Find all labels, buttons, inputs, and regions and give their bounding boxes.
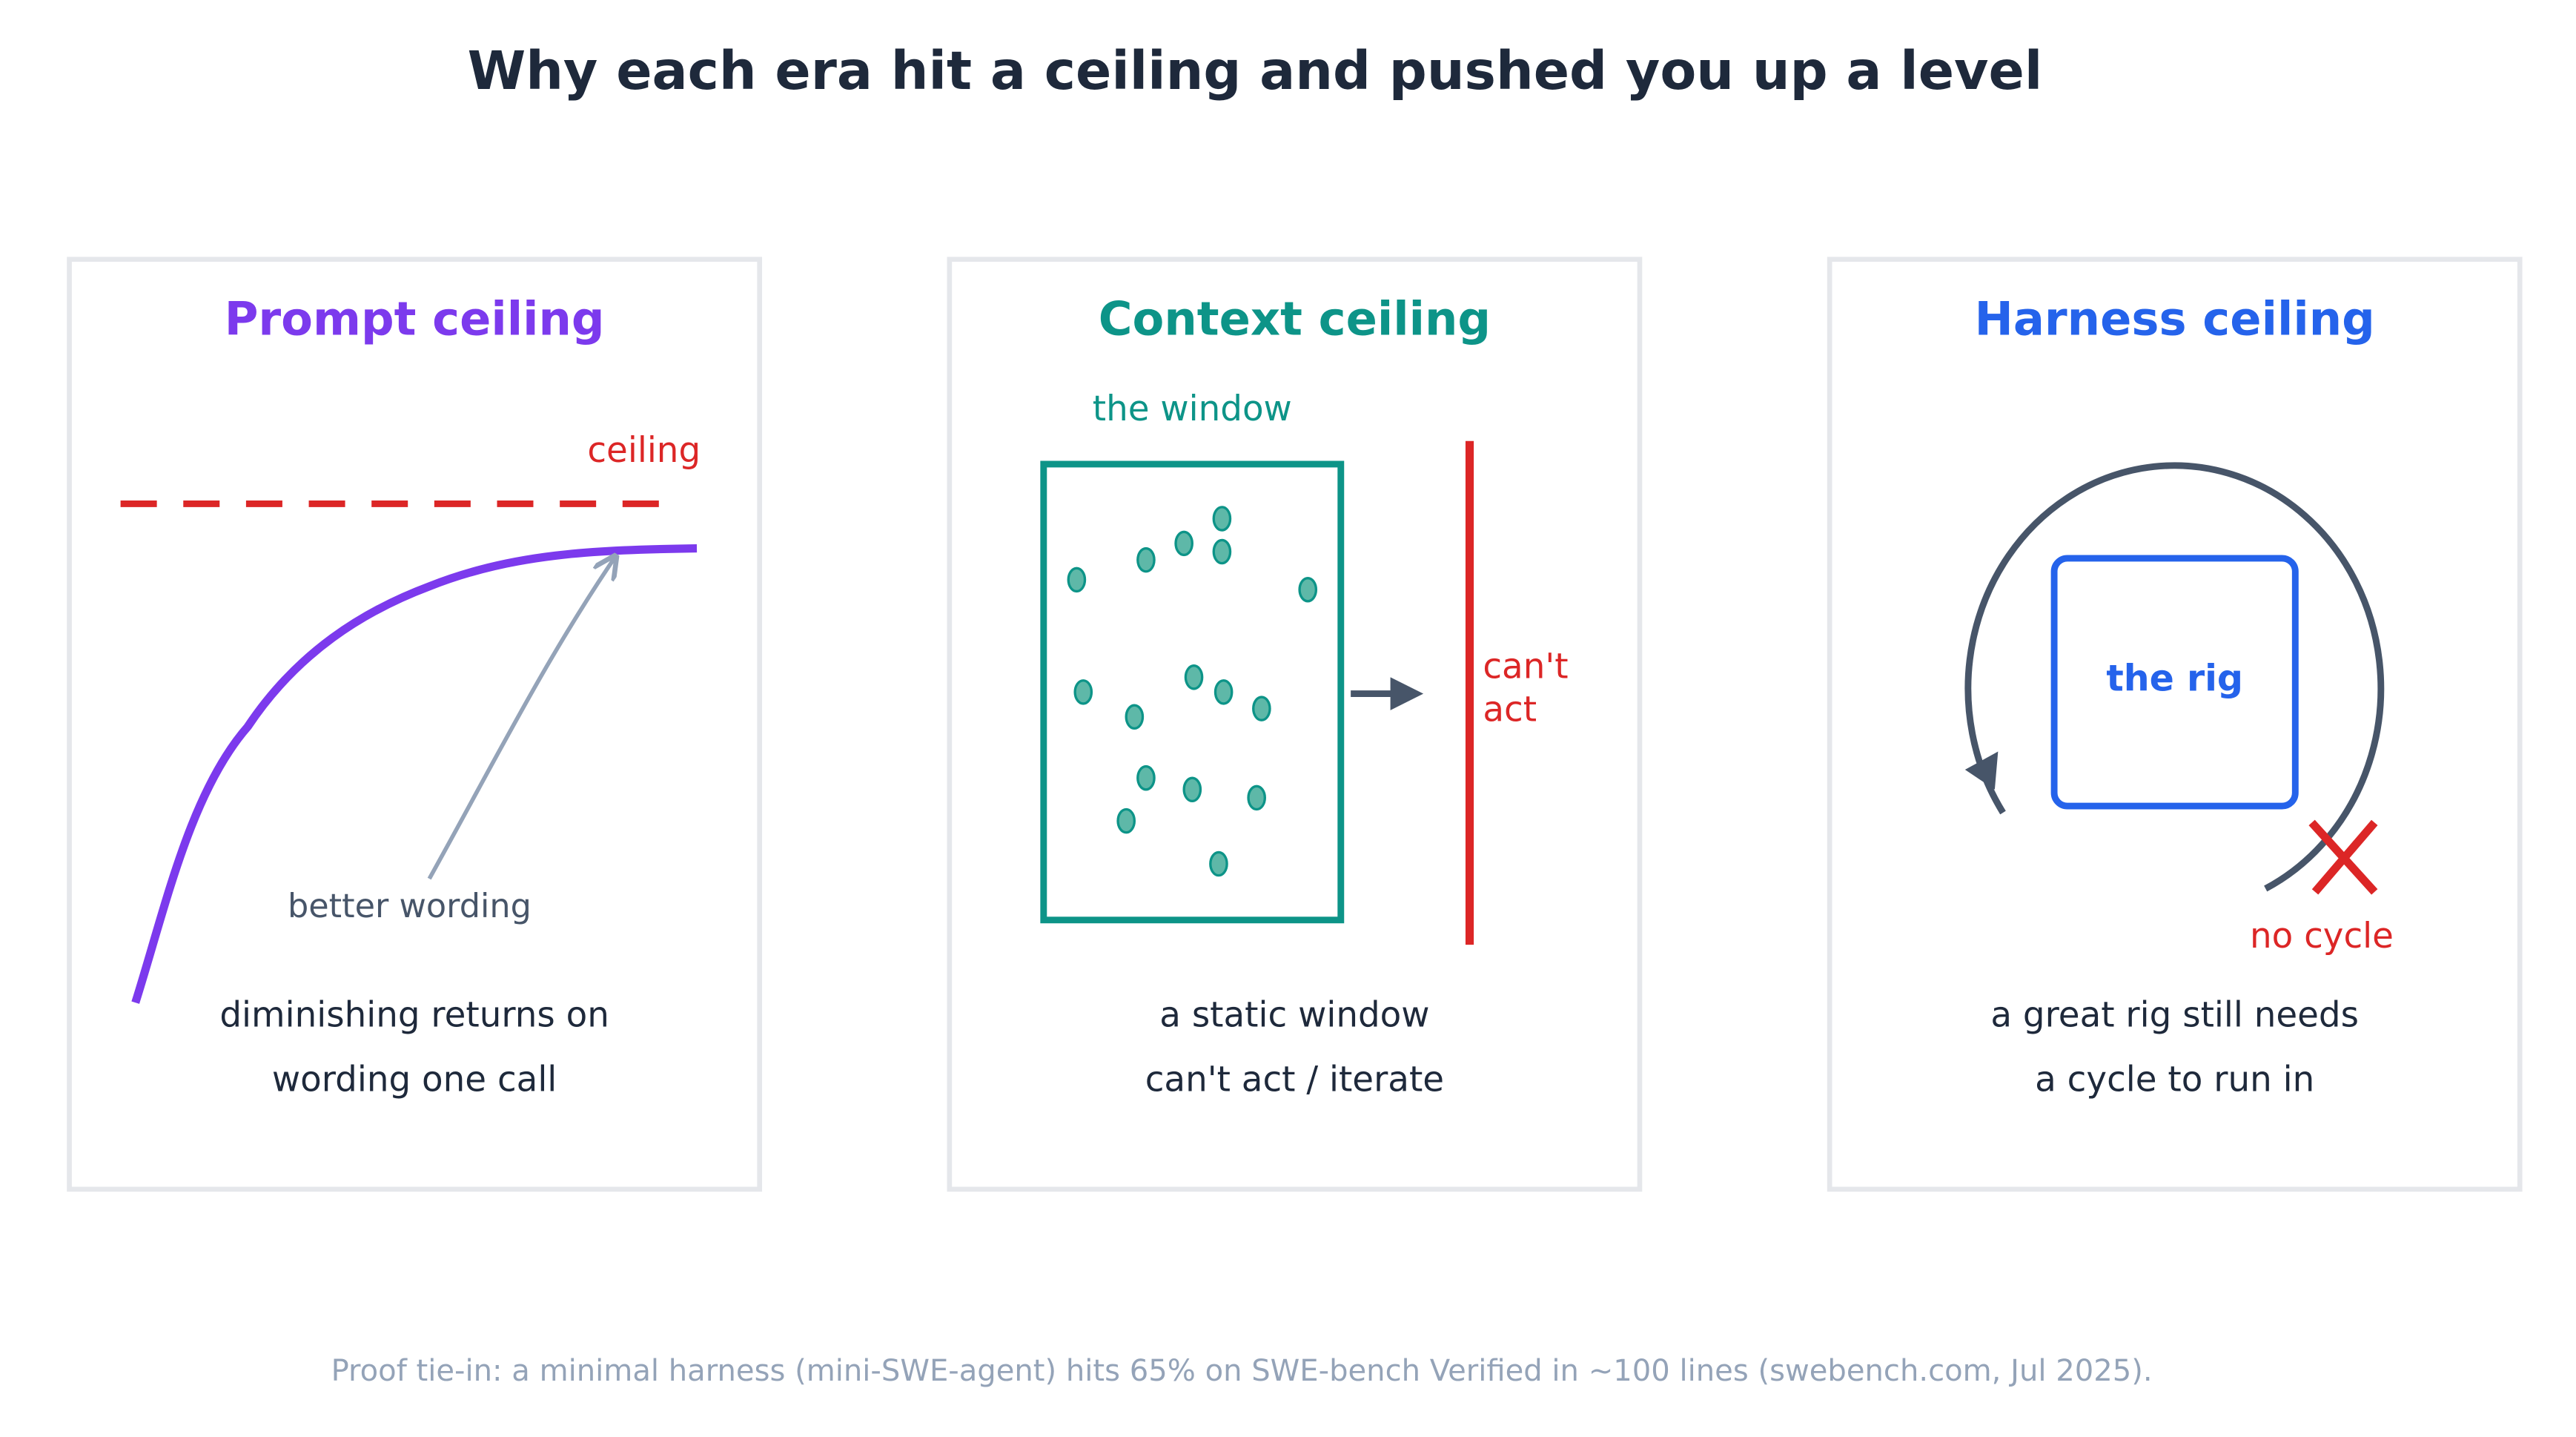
caption: diminishing returns on — [219, 996, 609, 1036]
label: ceiling — [587, 431, 701, 471]
caption: can't act / iterate — [1145, 1060, 1444, 1100]
x-mark — [2308, 819, 2378, 895]
label: can't — [1483, 647, 1568, 687]
panel-title: Context ceiling — [1099, 291, 1491, 346]
panel — [947, 257, 1643, 1192]
arrowhead — [1964, 751, 1999, 790]
cycle — [1964, 462, 2385, 892]
panel — [67, 257, 763, 1192]
label: better wording — [288, 887, 532, 925]
rig — [2050, 555, 2299, 810]
label: the rig — [2106, 657, 2243, 699]
curve — [131, 544, 698, 1004]
arrow — [427, 558, 614, 880]
caption: a great rig still needs — [1990, 996, 2359, 1036]
label: act — [1483, 690, 1537, 730]
dots — [1067, 506, 1318, 877]
window — [1040, 460, 1345, 924]
caption: a static window — [1159, 996, 1429, 1036]
panel — [1827, 257, 2523, 1192]
footer: Proof tie-in: a minimal harness (mini-SW… — [331, 1354, 2153, 1388]
label: no cycle — [2250, 916, 2394, 957]
panel-title: Prompt ceiling — [225, 291, 605, 346]
panel-title: Harness ceiling — [1975, 291, 2375, 346]
label: the window — [1093, 389, 1292, 429]
caption: wording one call — [272, 1060, 557, 1100]
caption: a cycle to run in — [2035, 1060, 2314, 1100]
title: Why each era hit a ceiling and pushed yo… — [468, 40, 2043, 102]
